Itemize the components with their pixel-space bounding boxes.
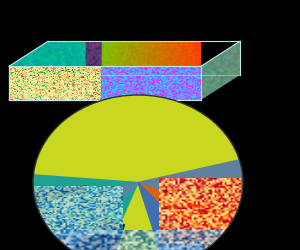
Wedge shape: [33, 95, 243, 250]
Circle shape: [33, 95, 243, 250]
Wedge shape: [33, 175, 138, 250]
Wedge shape: [138, 160, 243, 212]
Wedge shape: [138, 182, 239, 250]
Wedge shape: [138, 182, 206, 250]
Wedge shape: [37, 182, 138, 250]
Wedge shape: [33, 186, 124, 250]
Polygon shape: [9, 66, 86, 100]
